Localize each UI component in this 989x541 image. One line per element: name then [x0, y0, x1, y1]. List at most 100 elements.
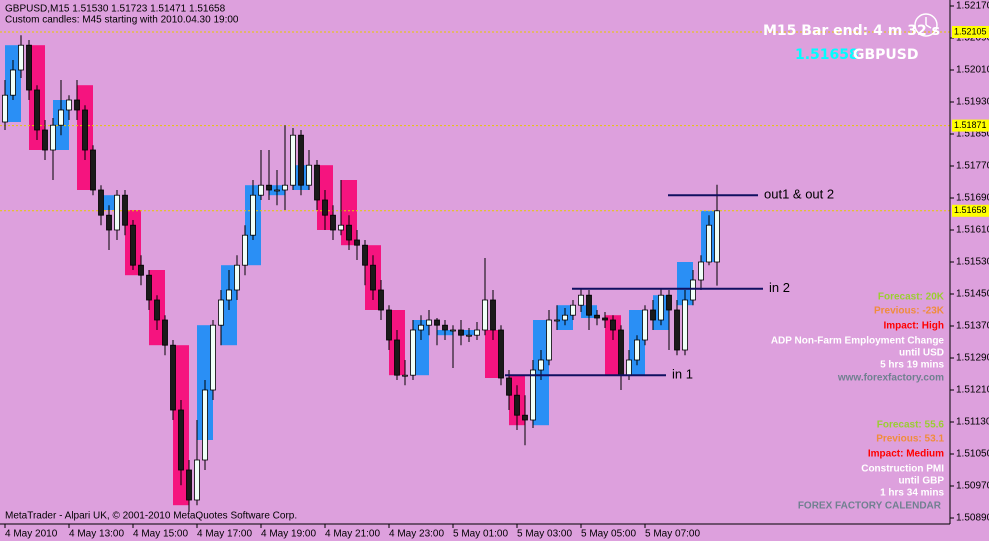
candle-body [626, 359, 632, 376]
candle-body [690, 279, 696, 301]
candle-body [106, 214, 112, 231]
y-tick-label: 1.52170 [956, 1, 989, 12]
y-tick-label: 1.51450 [956, 289, 989, 300]
y-tick-label: 1.51850 [956, 129, 989, 140]
candle-body [490, 299, 496, 331]
clock-icon [914, 13, 938, 37]
candle-body [26, 44, 32, 91]
candle-body [570, 304, 576, 316]
candle-body [434, 319, 440, 326]
candle-body [178, 409, 184, 471]
level-label-box [952, 26, 989, 38]
custom-candle-body [485, 330, 501, 378]
candle-body [186, 469, 192, 501]
x-tick-label: 4 May 13:00 [69, 529, 124, 540]
custom-candle-body [677, 262, 693, 306]
candle-body [554, 319, 560, 322]
candle-body [346, 224, 352, 241]
x-tick-label: 4 May 23:00 [389, 529, 444, 540]
candle-body [210, 324, 216, 391]
candle-body [474, 329, 480, 336]
x-tick-label: 4 May 21:00 [325, 529, 380, 540]
candle-body [642, 309, 648, 341]
calendar-event: ADP Non-Farm Employment Change [771, 336, 945, 347]
candle-body [634, 339, 640, 361]
candle-body [546, 319, 552, 361]
calendar-time-left: 5 hrs 19 mins [880, 360, 944, 371]
candle-body [482, 299, 488, 331]
candle-body [450, 329, 456, 332]
chart-title: GBPUSD,M15 1.51530 1.51723 1.51471 1.516… [5, 4, 226, 15]
custom-candle-body [413, 320, 429, 376]
bar-end-timer: M15 Bar end: 4 m 32 s [763, 23, 940, 39]
trade-lines: out1 & out 2 in 2 in 1 [505, 187, 834, 382]
candle-body [322, 199, 328, 216]
candle-body [154, 299, 160, 321]
candle-body [354, 239, 360, 246]
candle-body [442, 324, 448, 331]
candle-body [58, 109, 64, 126]
level-label: 1.51871 [954, 120, 987, 130]
candle-body [498, 329, 504, 379]
calendar-forecast: Forecast: 55.6 [877, 420, 945, 431]
candle-body [586, 294, 592, 316]
candle-body [218, 299, 224, 326]
candle-body [394, 339, 400, 376]
candle-body [274, 189, 280, 192]
candle-body [530, 369, 536, 421]
candle-body [338, 224, 344, 231]
candle-body [90, 149, 96, 191]
candle-body [18, 44, 24, 71]
y-tick-label: 1.51370 [956, 321, 989, 332]
candle-body [162, 319, 168, 346]
candle-body [234, 264, 240, 291]
candle-body [330, 214, 336, 231]
candle-body [362, 244, 368, 266]
candle-body [82, 109, 88, 151]
candle-body [122, 194, 128, 226]
x-tick-label: 4 May 17:00 [197, 529, 252, 540]
candle-body [426, 319, 432, 326]
clock-face [914, 13, 938, 37]
trade-line-label: in 1 [672, 367, 693, 382]
candle-body [410, 329, 416, 376]
candle-body [306, 164, 312, 186]
candle-body [594, 314, 600, 319]
candle-body [242, 234, 248, 266]
candle-body [42, 129, 48, 151]
calendar-site: www.forexfactory.com [837, 373, 944, 384]
calendar-previous: Previous: 53.1 [876, 434, 944, 445]
custom-candle-body [605, 315, 621, 376]
y-tick-label: 1.51050 [956, 449, 989, 460]
calendar-until: until USD [899, 348, 944, 359]
candle-body [522, 414, 528, 421]
candle-body [562, 314, 568, 321]
candle-body [74, 99, 80, 111]
copyright: MetaTrader - Alpari UK, © 2001-2010 Meta… [5, 511, 297, 522]
candle-body [610, 319, 616, 331]
candle-body [298, 134, 304, 186]
y-tick-label: 1.51530 [956, 257, 989, 268]
candle-body [266, 184, 272, 191]
price-text: 1.51658 [795, 47, 859, 63]
candle-body [170, 344, 176, 411]
candle-body [282, 184, 288, 191]
level-label-box [952, 204, 989, 217]
candle-body [682, 299, 688, 351]
candle-body [618, 329, 624, 376]
clock-hand [925, 24, 932, 29]
candle-body [66, 99, 72, 111]
candle-body [650, 309, 656, 321]
candle-body [386, 309, 392, 341]
candle-body [538, 359, 544, 371]
candle-body [146, 274, 152, 301]
calendar-time-left: 1 hrs 34 mins [880, 488, 944, 499]
candle-body [114, 194, 120, 231]
candle-body [138, 264, 144, 276]
candle-body [98, 189, 104, 216]
calendar-until: until GBP [898, 476, 944, 487]
y-tick-label: 1.51610 [956, 225, 989, 236]
calendar-impact: Impact: Medium [868, 449, 944, 460]
